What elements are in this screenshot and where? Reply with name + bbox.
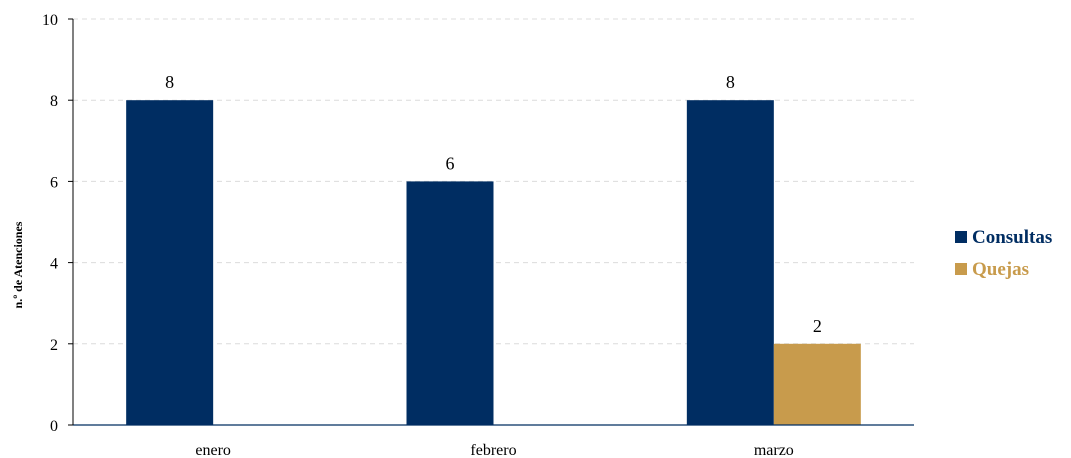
legend-label-consultas: Consultas	[972, 227, 1052, 248]
bar-consultas-febrero	[406, 181, 494, 425]
x-tick-label: febrero	[470, 442, 516, 458]
y-tick-label: 0	[50, 418, 58, 435]
bar-consultas-enero	[126, 100, 214, 425]
x-tick-label: marzo	[754, 442, 794, 458]
y-tick-label: 4	[50, 256, 58, 273]
bar-quejas-marzo	[773, 343, 861, 425]
legend-label-quejas: Quejas	[972, 259, 1029, 280]
x-axis: enero febrero marzo	[73, 424, 914, 458]
bar-consultas-marzo	[686, 100, 774, 425]
y-tick-label: 2	[50, 337, 58, 354]
y-tick-label: 10	[42, 12, 58, 29]
data-label: 8	[726, 72, 735, 92]
data-label: 6	[446, 153, 455, 173]
legend-swatch-consultas	[955, 231, 967, 243]
data-label: 2	[813, 316, 822, 336]
bars	[126, 100, 861, 425]
y-axis: 0 2 4 6 8 10	[42, 12, 74, 435]
y-tick-label: 6	[50, 174, 58, 191]
x-tick-label: enero	[195, 442, 231, 458]
data-labels: 8 6 8 2	[165, 72, 822, 336]
legend: Consultas Quejas	[955, 227, 1052, 280]
y-tick-label: 8	[50, 93, 58, 110]
y-axis-title: n.º de Atenciones	[11, 221, 25, 308]
legend-swatch-quejas	[955, 263, 967, 275]
data-label: 8	[165, 72, 174, 92]
